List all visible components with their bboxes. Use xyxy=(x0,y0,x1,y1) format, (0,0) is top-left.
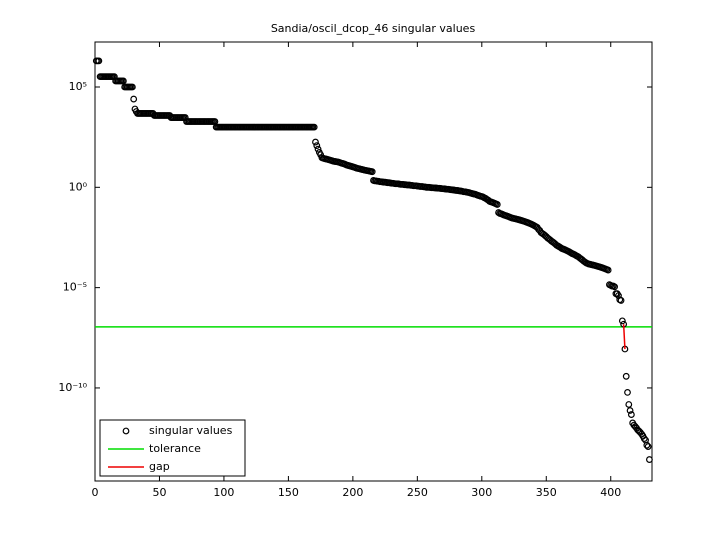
singular-value-point xyxy=(627,411,635,418)
singular-value-point xyxy=(625,401,633,408)
chart-title: Sandia/oscil_dcop_46 singular values xyxy=(271,22,476,35)
singular-value-point xyxy=(314,145,322,153)
singular-value-point xyxy=(128,83,136,91)
singular-value-point xyxy=(644,443,652,450)
singular-value-point xyxy=(493,201,501,208)
legend-label: singular values xyxy=(149,424,233,437)
singular-value-point xyxy=(640,435,648,442)
singular-value-point xyxy=(604,266,612,274)
x-tick-label: 100 xyxy=(213,486,234,499)
singular-value-point xyxy=(622,372,630,380)
x-tick-label: 250 xyxy=(407,486,428,499)
singular-value-point xyxy=(119,77,127,85)
legend-label: tolerance xyxy=(149,442,201,455)
y-tick-label: 10⁵ xyxy=(69,80,87,93)
singular-value-point xyxy=(310,123,318,131)
legend-marker xyxy=(122,427,130,435)
singular-value-point xyxy=(626,407,634,414)
singular-value-point xyxy=(617,297,625,304)
legend-label: gap xyxy=(149,460,170,473)
singular-value-point xyxy=(368,168,376,176)
y-tick-label: 10⁻⁵ xyxy=(63,281,87,294)
x-tick-label: 300 xyxy=(471,486,492,499)
singular-value-point xyxy=(95,57,103,65)
x-tick-label: 200 xyxy=(342,486,363,499)
gap-line xyxy=(622,324,626,350)
singular-value-point xyxy=(643,441,651,449)
singular-value-point xyxy=(624,388,631,396)
plot-frame xyxy=(94,41,653,482)
x-tick-label: 150 xyxy=(278,486,299,499)
singular-value-point xyxy=(618,317,626,325)
singular-value-point xyxy=(313,142,321,150)
x-tick-label: 50 xyxy=(152,486,166,499)
singular-value-point xyxy=(312,138,319,146)
x-tick-label: 0 xyxy=(92,486,99,499)
y-tick-label: 10⁰ xyxy=(69,180,88,193)
x-tick-label: 350 xyxy=(536,486,557,499)
singular-value-point xyxy=(646,456,653,463)
x-tick-label: 400 xyxy=(600,486,621,499)
singular-value-point xyxy=(611,283,619,291)
singular-value-point xyxy=(130,95,138,103)
y-tick-label: 10⁻¹⁰ xyxy=(58,381,87,394)
